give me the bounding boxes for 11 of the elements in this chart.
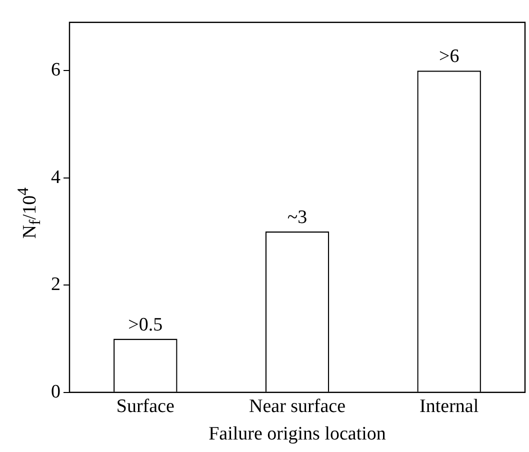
x-tick-label: Internal [420,396,479,417]
data-label: >6 [438,46,460,68]
data-label: ~3 [287,207,308,228]
y-tick-label: 4 [51,166,61,188]
data-label: >0.5 [128,314,163,336]
y-tick-label: 6 [51,60,60,81]
x-tick-label: Surface [116,396,174,417]
y-tick-label: 2 [51,274,60,296]
x-axis-title: Failure origins location [208,424,386,445]
x-tick-label: Near surface [248,396,346,417]
y-tick-label: 0 [51,381,60,402]
